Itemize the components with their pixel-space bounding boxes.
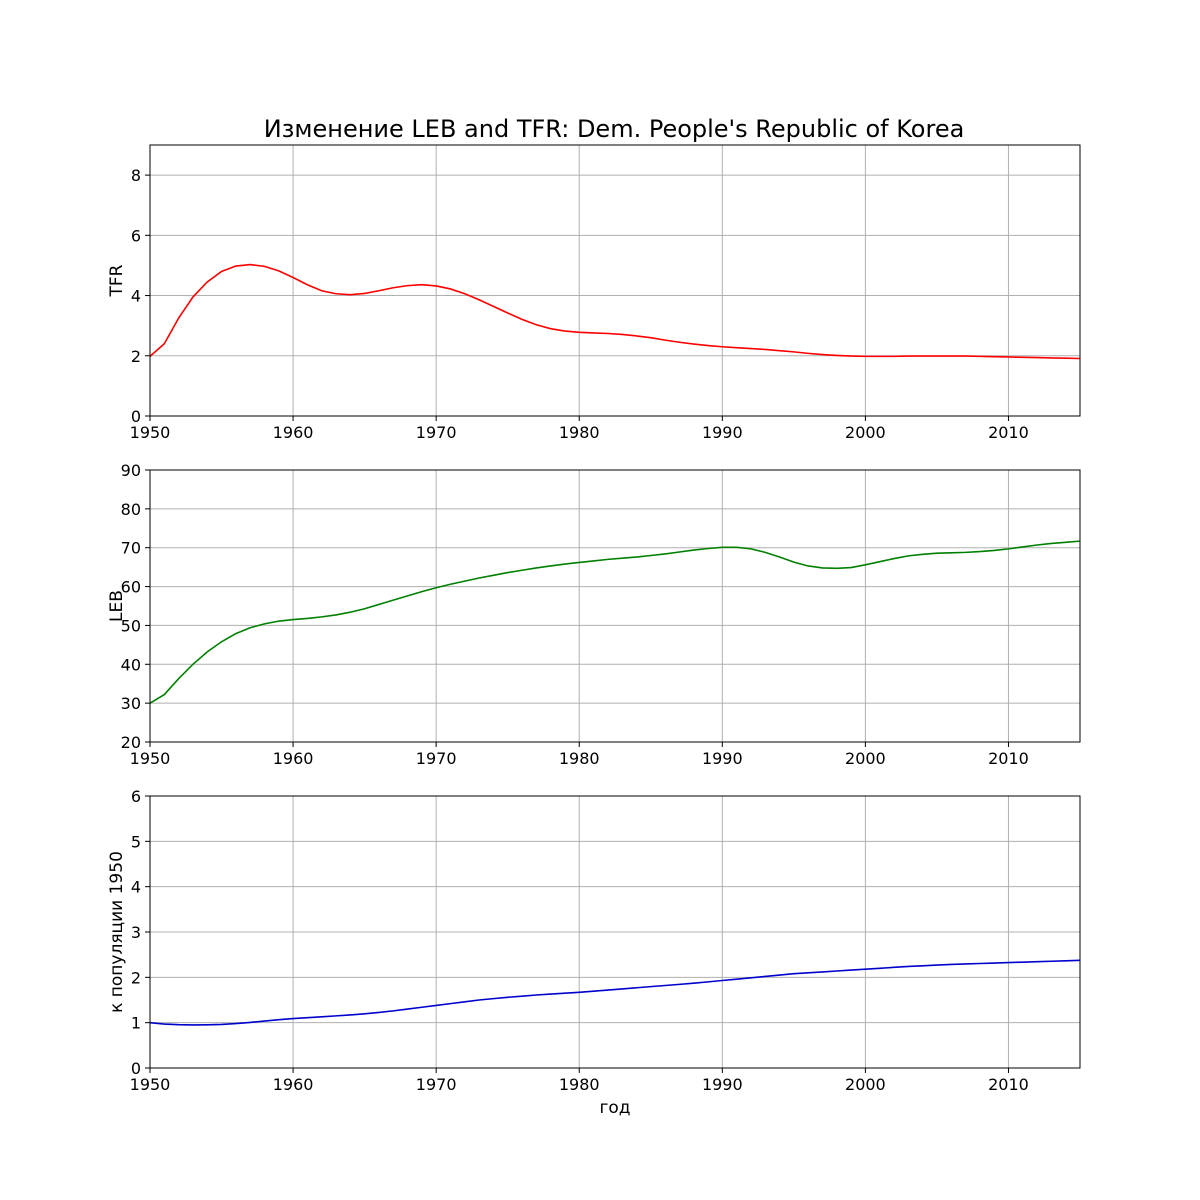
population-y-tick-label: 4 <box>131 878 141 897</box>
population-y-tick-label: 6 <box>131 787 141 806</box>
population-y-tick-label: 5 <box>131 832 141 851</box>
tfr-x-tick-label: 1990 <box>702 423 743 442</box>
tfr-axes-frame <box>149 144 1081 417</box>
leb-axes-frame <box>149 469 1081 743</box>
leb-y-tick-label: 60 <box>121 578 141 597</box>
leb-panel: 1950 1960 1970 1980 1990 2000 2010 20 30 40 50 60 70… <box>107 461 1081 768</box>
tfr-x-tick-label: 2000 <box>845 423 886 442</box>
leb-x-tick-label: 1970 <box>416 749 457 768</box>
leb-y-tick-label: 20 <box>121 733 141 752</box>
leb-x-tick-label: 1960 <box>273 749 314 768</box>
population-y-tick-label: 2 <box>131 968 141 987</box>
tfr-y-tick-label: 0 <box>131 407 141 426</box>
leb-x-tick-label: 2010 <box>988 749 1029 768</box>
tfr-y-tick-label: 8 <box>131 166 141 185</box>
population-x-tick-label: 1950 <box>130 1075 171 1094</box>
leb-x-tick-label: 1990 <box>702 749 743 768</box>
tfr-x-tick-label: 1980 <box>559 423 600 442</box>
tfr-y-tick-label: 4 <box>131 287 141 306</box>
population-x-tick-label: 1970 <box>416 1075 457 1094</box>
tfr-series-line <box>149 263 1081 360</box>
leb-y-tick-label: 50 <box>121 616 141 635</box>
tfr-y-tick-label: 6 <box>131 226 141 245</box>
subplots: 1950 1960 1970 1980 1990 2000 201002468TFR1950… <box>107 144 1081 1118</box>
tfr-x-tick-label: 1950 <box>130 423 171 442</box>
leb-y-tick-label: 90 <box>121 461 141 480</box>
chart-title: Изменение LEB and TFR: Dem. People's Rep… <box>264 115 965 143</box>
tfr-panel: 1950 1960 1970 1980 1990 2000 2010 0 2 4 6 8 TFR <box>107 144 1081 442</box>
population-x-tick-label: 1960 <box>273 1075 314 1094</box>
leb-y-tick-label: 70 <box>121 539 141 558</box>
leb-x-tick-label: 1980 <box>559 749 600 768</box>
population-series-line <box>149 959 1081 1026</box>
population-panel: 1950 1960 1970 1980 1990 2000 2010 0 1 2 3 4 5 6 к поп… <box>107 787 1081 1118</box>
population-y-axis-label: к популяции 1950 <box>107 851 127 1013</box>
tfr-x-tick-label: 2010 <box>988 423 1029 442</box>
tfr-y-tick-label: 2 <box>131 347 141 366</box>
population-y-tick-label: 1 <box>131 1014 141 1033</box>
population-x-tick-label: 1980 <box>559 1075 600 1094</box>
population-y-tick-label: 0 <box>131 1059 141 1078</box>
leb-y-tick-label: 40 <box>121 655 141 674</box>
leb-series-line <box>149 540 1081 704</box>
population-x-tick-label: 2010 <box>988 1075 1029 1094</box>
tfr-x-tick-label: 1960 <box>273 423 314 442</box>
population-x-tick-label: 1990 <box>702 1075 743 1094</box>
leb-y-tick-label: 30 <box>121 694 141 713</box>
leb-y-axis-label: LEB <box>107 590 127 622</box>
population-x-tick-label: 2000 <box>845 1075 886 1094</box>
population-y-tick-label: 3 <box>131 923 141 942</box>
leb-x-tick-label: 2000 <box>845 749 886 768</box>
population-x-axis-label: год <box>599 1098 630 1118</box>
leb-x-tick-label: 1950 <box>130 749 171 768</box>
leb-y-tick-label: 80 <box>121 500 141 519</box>
tfr-y-axis-label: TFR <box>107 264 127 297</box>
tfr-x-tick-label: 1970 <box>416 423 457 442</box>
